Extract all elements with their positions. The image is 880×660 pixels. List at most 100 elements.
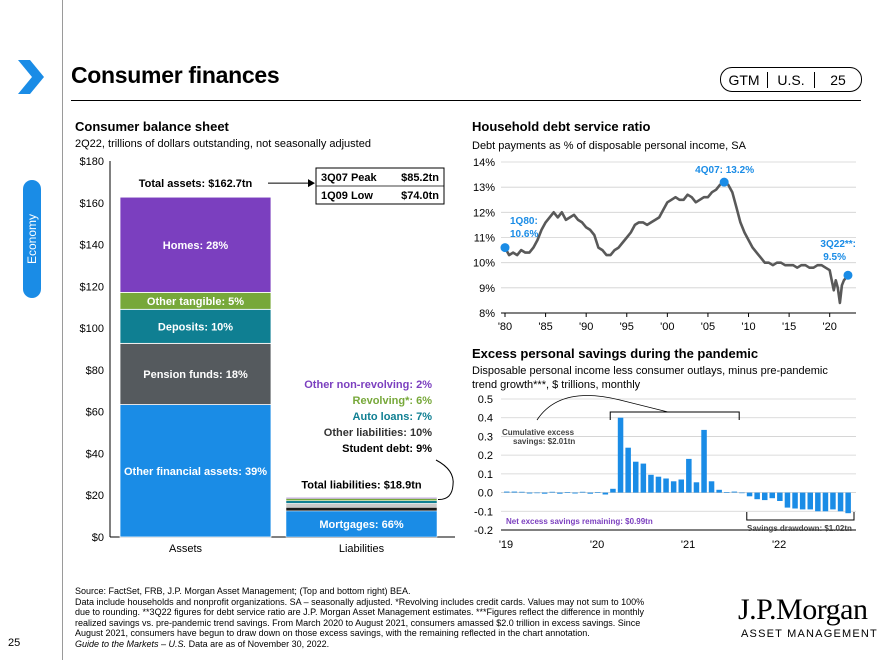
y-tick-label: $80 <box>86 365 104 377</box>
savings-bar <box>625 447 631 493</box>
start-point <box>500 243 510 253</box>
savings-bar <box>663 478 669 493</box>
y-tick-label: 0.0 <box>478 488 493 500</box>
balance-sheet-title: Consumer balance sheet <box>75 119 229 134</box>
badge-page: 25 <box>814 71 861 88</box>
assets-segment-label: Other financial assets: 39% <box>124 466 267 478</box>
peak-point <box>719 177 729 187</box>
savings-bar <box>769 492 775 499</box>
savings-bar <box>731 491 738 493</box>
savings-bar <box>708 481 715 493</box>
assets-segment <box>119 196 272 293</box>
y-tick-label: 0.2 <box>478 450 493 462</box>
footnote-line: realized savings vs. pre-pandemic trend … <box>75 617 641 628</box>
y-tick-label: 12% <box>473 207 495 219</box>
y-tick-label: 10% <box>473 258 495 270</box>
end-annotation: 3Q22**: <box>820 239 856 250</box>
header-rule <box>71 100 861 101</box>
y-tick-label: $0 <box>92 532 104 544</box>
y-tick-label: $100 <box>80 323 104 335</box>
left-divider <box>62 0 63 660</box>
jpmorgan-logo: J.P.Morgan <box>738 593 868 626</box>
drawdown-annotation: Savings drawdown: $1.02tn <box>747 524 852 533</box>
excess-savings-subtitle-2: trend growth***, $ trillions, monthly <box>472 379 641 391</box>
y-tick-label: 13% <box>473 182 495 194</box>
savings-bar <box>784 492 791 508</box>
savings-bar <box>837 492 844 512</box>
y-tick-label: 14% <box>473 157 495 169</box>
asset-management-logo: ASSET MANAGEMENT <box>741 628 878 640</box>
guide-title: Guide to the Markets – U.S. <box>75 638 187 649</box>
assets-segment-label: Pension funds: 18% <box>143 369 248 381</box>
liabilities-bracket <box>435 459 454 501</box>
footnote-line: due to rounding. **3Q22 figures for debt… <box>75 607 644 618</box>
savings-bar <box>678 479 684 493</box>
total-assets-label: Total assets: $162.7tn <box>139 178 253 190</box>
page-title: Consumer finances <box>71 62 280 88</box>
savings-bar <box>845 492 851 514</box>
mortgages-label: Mortgages: 66% <box>319 519 404 531</box>
liabilities-segment <box>285 497 438 499</box>
page-number: 25 <box>8 637 21 649</box>
footnote-guide: Guide to the Markets – U.S. Data are as … <box>75 639 695 650</box>
excess-savings-title: Excess personal savings during the pande… <box>472 346 759 361</box>
cumulative-annotation: Cumulative excess <box>502 428 575 437</box>
x-tick-label: '95 <box>620 321 634 333</box>
savings-bar <box>701 429 707 493</box>
x-tick-label: '05 <box>701 321 715 333</box>
debt-service-title: Household debt service ratio <box>472 119 651 134</box>
x-tick-label: '85 <box>538 321 552 333</box>
liability-segment-label: Other liabilities: 10% <box>324 427 432 439</box>
savings-bar <box>822 492 829 512</box>
arrow-head <box>308 179 315 188</box>
drawdown-bracket <box>746 512 855 521</box>
y-tick-label: 0.1 <box>478 469 493 481</box>
x-tick-label: '21 <box>681 539 695 551</box>
liabilities-segment <box>285 507 438 512</box>
y-tick-label: 8% <box>479 308 495 320</box>
savings-bar <box>587 492 593 494</box>
assets-segment <box>119 342 272 405</box>
balance-sheet-subtitle: 2Q22, trillions of dollars outstanding, … <box>75 138 371 150</box>
liabilities-segment <box>285 500 438 504</box>
gtm-badge: GTM U.S. 25 <box>720 67 862 92</box>
y-tick-label: $20 <box>86 490 104 502</box>
liability-segment-label: Auto loans: 7% <box>353 411 433 423</box>
savings-bar <box>504 491 510 493</box>
savings-bar <box>579 491 586 493</box>
balance-sheet-chart: $0 $20 $40 $60 $80 $100 $120 $140 $160 $180 Other … <box>80 156 455 555</box>
peak-annotation: 4Q07: 13.2% <box>695 165 754 176</box>
x-tick-label: '22 <box>772 539 786 551</box>
debt-service-line <box>503 180 849 305</box>
savings-bar <box>716 489 722 493</box>
cumulative-annotation: savings: $2.01tn <box>513 437 575 446</box>
savings-bar <box>534 492 540 494</box>
assets-segment-label: Homes: 28% <box>163 240 229 252</box>
savings-bar <box>686 458 692 493</box>
liabilities-segment <box>285 510 438 538</box>
x-tick-label: '00 <box>660 321 674 333</box>
y-tick-label: $180 <box>80 156 104 168</box>
excess-savings-chart: -0.2 -0.1 0.0 0.1 0.2 0.3 0.4 0.5 '19 '20 '21 '22 Cu… <box>474 394 856 551</box>
economy-side-tab[interactable]: Economy <box>23 180 41 298</box>
cumulative-connector <box>536 395 669 421</box>
assets-segment <box>119 404 272 538</box>
end-point <box>843 270 853 280</box>
savings-bar <box>754 492 760 500</box>
savings-bar <box>670 481 677 493</box>
savings-bar <box>648 474 654 493</box>
footnote: Source: FactSet, FRB, J.P. Morgan Asset … <box>75 586 695 650</box>
debt-service-chart: 8% 9% 10% 11% 12% 13% 14% '80 '85 '90 '95 '00 '05 '10… <box>473 157 856 333</box>
y-tick-label: $160 <box>80 198 104 210</box>
footnote-line: Source: FactSet, FRB, J.P. Morgan Asset … <box>75 586 411 596</box>
debt-service-subtitle: Debt payments as % of disposable persona… <box>472 140 746 152</box>
y-tick-label: $140 <box>80 240 104 252</box>
y-tick-label: $120 <box>80 281 104 293</box>
liability-segment-label: Other non-revolving: 2% <box>304 379 432 391</box>
savings-bar <box>746 492 753 497</box>
y-tick-label: $60 <box>86 407 104 419</box>
y-tick-label: -0.1 <box>474 506 493 518</box>
y-tick-label: 0.4 <box>478 413 493 425</box>
savings-bar <box>799 492 806 510</box>
